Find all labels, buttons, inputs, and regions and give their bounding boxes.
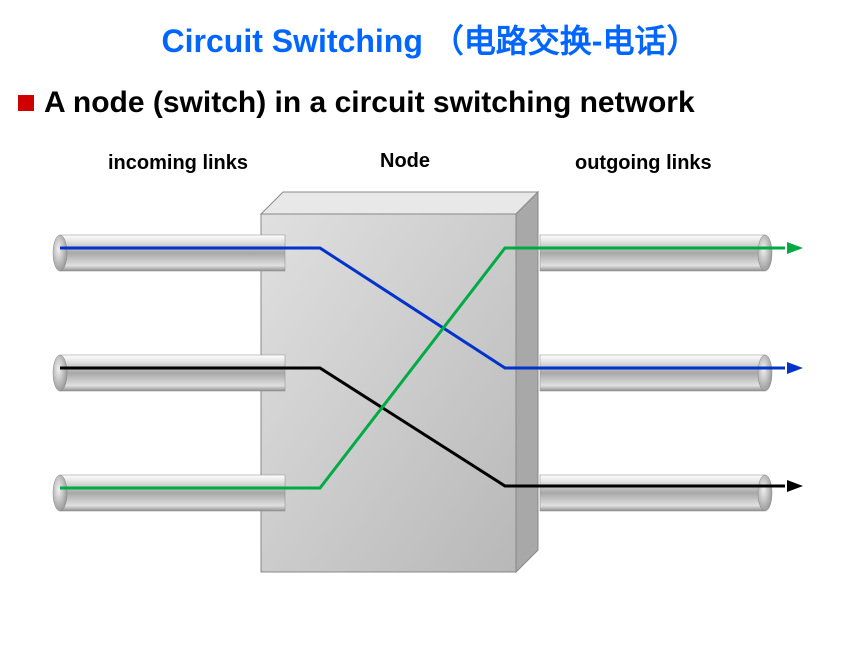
outgoing-cylinder-2 [540,475,765,511]
diagram-container: incoming links Node outgoing links [0,130,860,630]
bullet-icon [18,95,34,111]
outgoing-cylinder-0-cap [758,235,772,271]
incoming-cylinder-1 [60,355,285,391]
green-path-arrowhead [787,242,803,254]
subtitle-row: A node (switch) in a circuit switching n… [0,86,860,120]
title-en: Circuit Switching [162,23,423,59]
outgoing-cylinder-2-cap [758,475,772,511]
outgoing-cylinder-1-cap [758,355,772,391]
outgoing-cylinder-0 [540,235,765,271]
blue-path-arrowhead [787,362,803,374]
node-front-face [261,214,516,572]
incoming-cylinder-1-cap [53,355,67,391]
outgoing-cylinder-1 [540,355,765,391]
incoming-cylinder-0 [60,235,285,271]
title-zh: （电路交换-电话） [432,23,699,59]
node-top-face [261,192,538,214]
black-path-arrowhead [787,480,803,492]
incoming-cylinder-0-cap [53,235,67,271]
page-title: Circuit Switching （电路交换-电话） [0,0,860,62]
diagram-svg [0,130,860,630]
incoming-cylinder-2 [60,475,285,511]
subtitle-text: A node (switch) in a circuit switching n… [44,86,695,120]
incoming-cylinder-2-cap [53,475,67,511]
